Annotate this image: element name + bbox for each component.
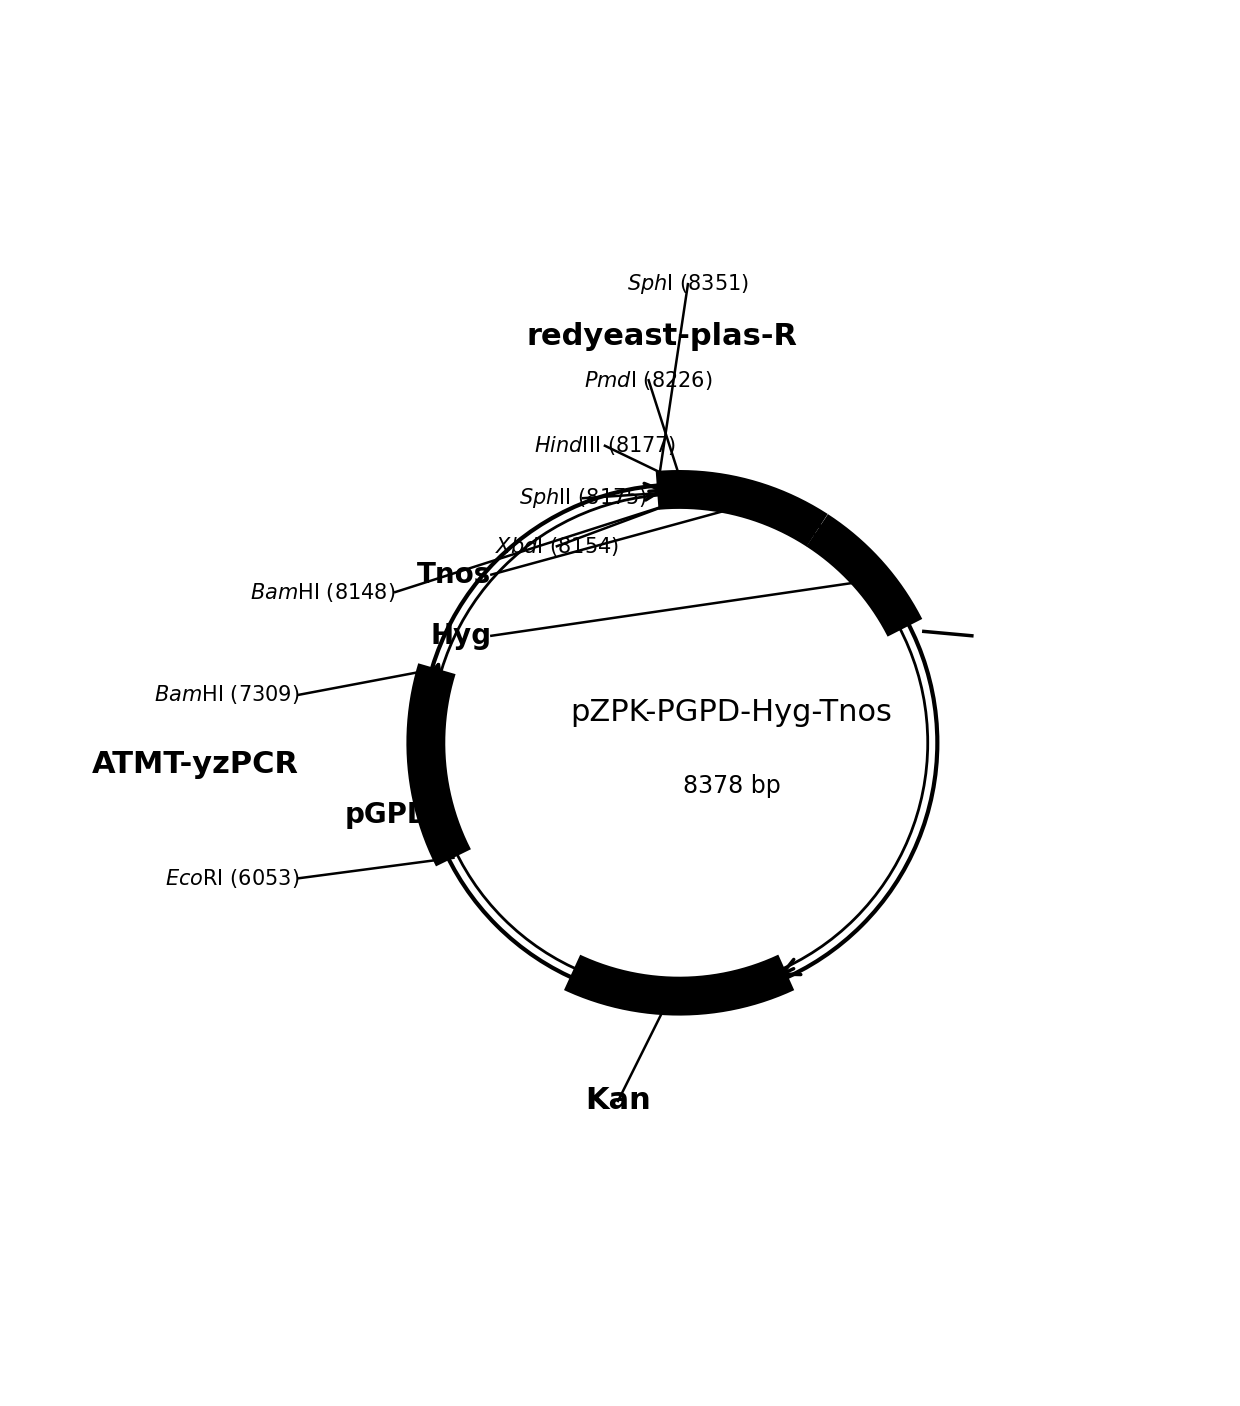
Text: $\mathit{Eco}$RI (6053): $\mathit{Eco}$RI (6053) xyxy=(165,866,299,890)
Text: Tnos: Tnos xyxy=(417,561,491,589)
Text: $\mathit{Bam}$HI (8148): $\mathit{Bam}$HI (8148) xyxy=(249,581,396,603)
Text: pZPK-PGPD-Hyg-Tnos: pZPK-PGPD-Hyg-Tnos xyxy=(570,697,893,727)
Text: $\mathit{Sph}$II (8175): $\mathit{Sph}$II (8175) xyxy=(518,486,647,510)
Text: pGPD: pGPD xyxy=(345,801,430,830)
Text: $\mathit{Sph}$I (8351): $\mathit{Sph}$I (8351) xyxy=(627,273,749,297)
Text: $\mathit{Pmd}$I (8226): $\mathit{Pmd}$I (8226) xyxy=(584,368,713,392)
Text: Kan: Kan xyxy=(585,1087,651,1115)
Text: $\mathit{Hind}$III (8177): $\mathit{Hind}$III (8177) xyxy=(533,434,676,457)
Text: $\mathit{Xbd}$I (8154): $\mathit{Xbd}$I (8154) xyxy=(495,534,619,558)
Text: Hyg: Hyg xyxy=(430,621,491,650)
Text: $\mathit{Bam}$HI (7309): $\mathit{Bam}$HI (7309) xyxy=(154,683,299,706)
Text: ATMT-yzPCR: ATMT-yzPCR xyxy=(92,751,299,779)
Text: redyeast-plas-R: redyeast-plas-R xyxy=(526,322,797,352)
Text: 8378 bp: 8378 bp xyxy=(683,775,780,799)
